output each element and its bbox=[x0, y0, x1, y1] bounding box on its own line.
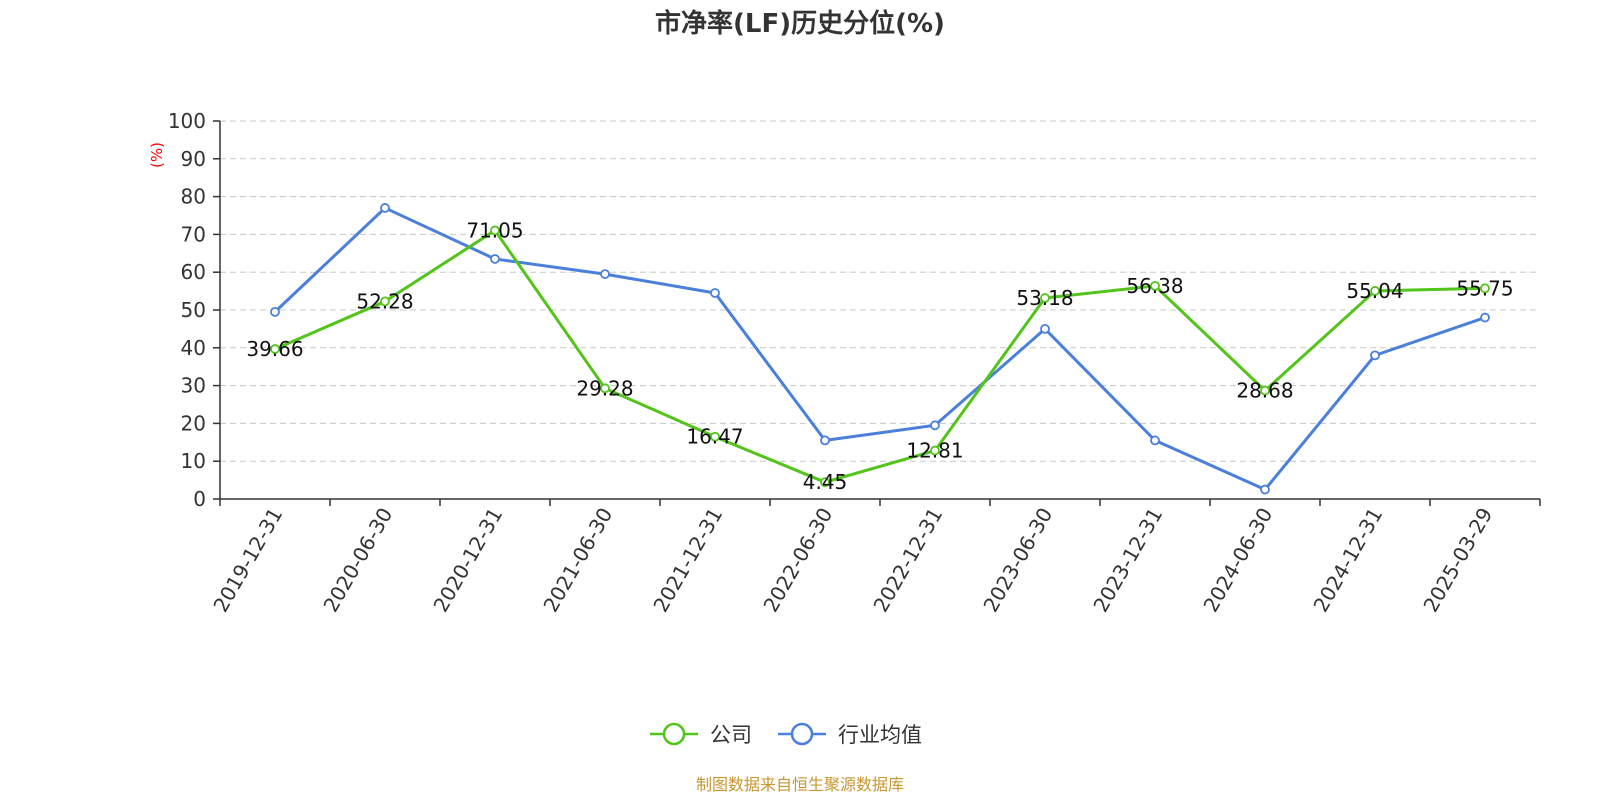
y-tick-label: 40 bbox=[181, 336, 206, 360]
x-tick-label: 2023-12-31 bbox=[1088, 504, 1167, 617]
data-label: 4.45 bbox=[803, 470, 848, 494]
chart-title: 市净率(LF)历史分位(%) bbox=[655, 8, 945, 39]
x-tick-label: 2022-12-31 bbox=[868, 504, 947, 617]
data-label: 16.47 bbox=[686, 425, 743, 449]
source-note: 制图数据来自恒生聚源数据库 bbox=[696, 775, 904, 794]
series-point-1[interactable] bbox=[1370, 350, 1380, 361]
series-point-0[interactable] bbox=[930, 445, 940, 456]
series-point-0[interactable] bbox=[380, 296, 390, 307]
series-point-0[interactable] bbox=[820, 477, 830, 488]
data-label: 53.18 bbox=[1016, 286, 1073, 310]
x-tick-label: 2022-06-30 bbox=[758, 504, 837, 617]
x-tick-label: 2020-12-31 bbox=[428, 504, 507, 617]
series-point-1[interactable] bbox=[710, 288, 720, 298]
data-label: 56.38 bbox=[1126, 274, 1183, 298]
y-tick-label: 70 bbox=[181, 222, 206, 246]
series-line-1 bbox=[273, 206, 1486, 492]
legend-circle-swatch bbox=[662, 722, 686, 746]
data-label: 28.68 bbox=[1236, 379, 1293, 403]
x-tick-label: 2024-06-30 bbox=[1198, 504, 1277, 617]
series-point-1[interactable] bbox=[600, 269, 610, 279]
series-point-1[interactable] bbox=[1040, 323, 1050, 334]
data-label: 52.28 bbox=[356, 289, 413, 313]
x-tick-label: 2023-06-30 bbox=[978, 504, 1057, 617]
series-point-1[interactable] bbox=[490, 254, 500, 264]
series-point-1[interactable] bbox=[1480, 312, 1490, 323]
series-layer bbox=[270, 203, 1490, 495]
y-tick-label: 0 bbox=[193, 487, 206, 511]
y-tick-label: 100 bbox=[168, 109, 206, 133]
x-tick-label: 2019-12-31 bbox=[208, 504, 287, 617]
series-point-1[interactable] bbox=[380, 203, 390, 213]
legend-label: 行业均值 bbox=[838, 723, 922, 747]
series-point-0[interactable] bbox=[1150, 280, 1160, 291]
x-tick-label: 2025-03-29 bbox=[1418, 504, 1497, 617]
series-point-0[interactable] bbox=[710, 431, 720, 442]
series-point-1[interactable] bbox=[1150, 435, 1160, 446]
series-point-0[interactable] bbox=[1260, 385, 1270, 396]
data-label: 12.81 bbox=[906, 439, 963, 463]
grid bbox=[220, 120, 1540, 462]
data-label: 71.05 bbox=[466, 218, 523, 242]
data-label: 55.04 bbox=[1346, 279, 1403, 303]
series-point-0[interactable] bbox=[1040, 293, 1050, 303]
series-point-0[interactable] bbox=[490, 225, 500, 236]
y-tick-label: 80 bbox=[181, 185, 206, 209]
x-tick-label: 2021-06-30 bbox=[538, 504, 617, 617]
series-point-0[interactable] bbox=[600, 383, 610, 394]
y-tick-label: 50 bbox=[181, 298, 206, 322]
data-label: 39.66 bbox=[246, 337, 303, 361]
y-axis-unit: (%) bbox=[148, 142, 166, 168]
y-tick-label: 60 bbox=[181, 260, 206, 284]
series-line-0 bbox=[274, 228, 1486, 484]
series-point-1[interactable] bbox=[820, 435, 830, 446]
legend-item-1[interactable]: 行业均值 bbox=[778, 722, 922, 747]
x-tick-label: 2021-12-31 bbox=[648, 504, 727, 617]
series-point-1[interactable] bbox=[270, 306, 280, 317]
data-labels: 39.66 52.28 71.05 29.28 16.47 4.45 12.81 53.18 5… bbox=[246, 218, 1513, 494]
x-tick-label: 2020-06-30 bbox=[318, 504, 397, 617]
legend-item-0[interactable]: 公司 bbox=[650, 722, 752, 747]
series-point-1[interactable] bbox=[930, 420, 940, 431]
y-tick-label: 20 bbox=[181, 411, 206, 435]
y-tick-label: 90 bbox=[181, 147, 206, 171]
y-tick-label: 10 bbox=[181, 449, 206, 473]
x-tick-label: 2024-12-31 bbox=[1308, 504, 1387, 617]
data-label: 55.75 bbox=[1456, 276, 1513, 300]
y-tick-label: 30 bbox=[181, 374, 206, 398]
series-point-0[interactable] bbox=[1480, 283, 1490, 294]
series-point-0[interactable] bbox=[270, 344, 280, 354]
series-point-0[interactable] bbox=[1370, 286, 1380, 296]
series-point-1[interactable] bbox=[1260, 484, 1270, 495]
legend-circle-swatch bbox=[790, 722, 814, 746]
data-label: 29.28 bbox=[576, 376, 633, 400]
legend[interactable]: 公司 行业均值 bbox=[650, 722, 922, 747]
legend-label: 公司 bbox=[710, 723, 752, 747]
axes: 0 10 20 30 40 50 60 70 80 90 100 2019-12-31 2020-06-… bbox=[168, 109, 1541, 617]
